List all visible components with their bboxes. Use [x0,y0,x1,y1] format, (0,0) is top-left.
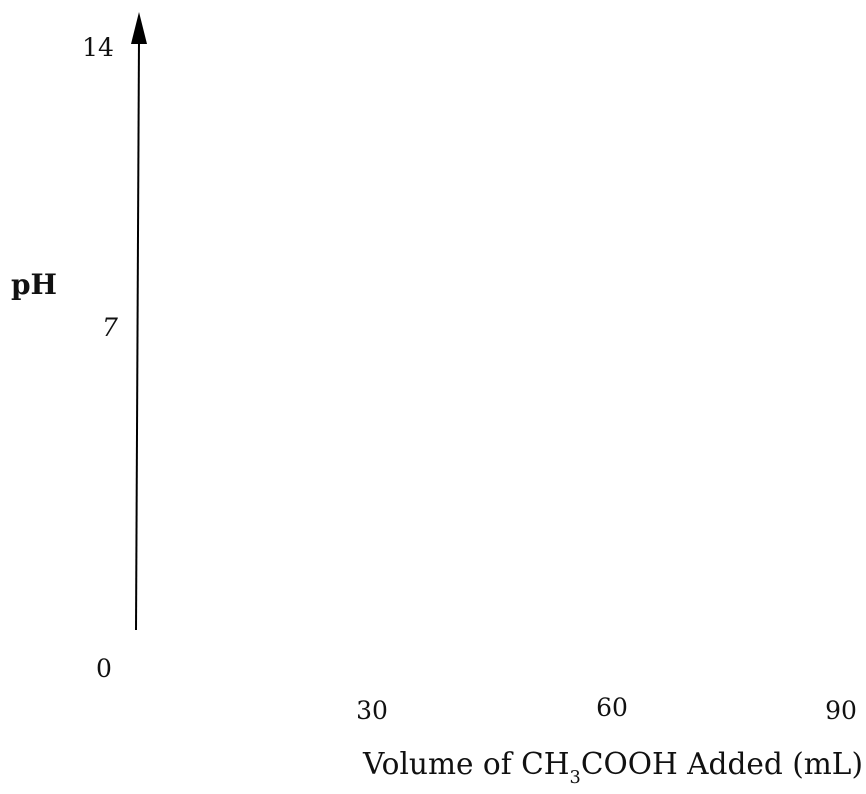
x-axis-label-subscript: 3 [570,767,581,788]
x-axis-label: Volume of CH3COOH Added (mL) [362,747,863,788]
y-tick-label-0: 0 [96,654,112,683]
y-axis-arrowhead [131,12,147,44]
x-tick-label-30: 30 [356,696,388,725]
x-tick-label-90: 90 [825,696,857,725]
y-axis-label: pH [11,268,57,301]
x-axis-label-post: COOH Added (mL) [581,747,863,782]
y-tick-label-14: 14 [82,33,114,62]
y-axis-line [135,37,140,631]
x-tick-label-60: 60 [596,693,628,722]
x-axis-label-pre: Volume of CH [362,747,570,782]
y-tick-label-7: 7 [102,313,118,342]
